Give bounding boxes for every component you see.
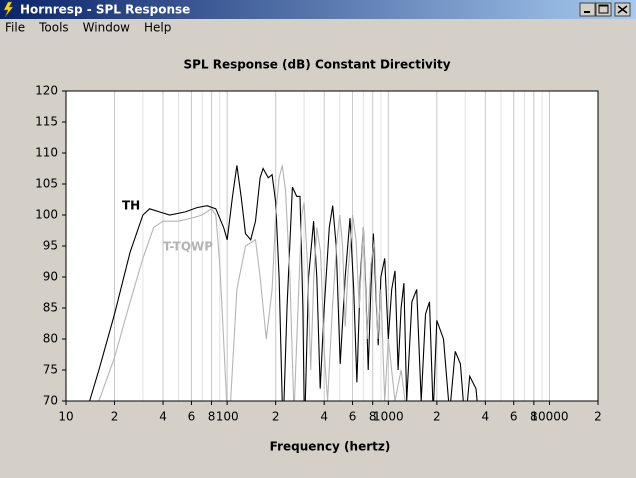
x-tick-label: 4	[320, 410, 328, 424]
x-tick-label: 2	[111, 410, 119, 424]
close-button[interactable]	[614, 2, 631, 17]
y-tick-label: 105	[35, 177, 58, 191]
series-line	[89, 165, 478, 401]
app-icon	[3, 1, 14, 18]
menu-item[interactable]: Help	[144, 21, 171, 35]
y-tick-label: 75	[43, 363, 58, 377]
plot-border	[65, 90, 599, 402]
x-tick-label: 8	[530, 410, 538, 424]
chart-title: SPL Response (dB) Constant Directivity	[183, 58, 450, 72]
plot-area	[65, 90, 599, 402]
x-tick-label: 6	[188, 410, 196, 424]
x-tick-label: 6	[349, 410, 357, 424]
menu-item[interactable]: Window	[83, 21, 131, 35]
menu-bar: File Tools Window Help	[5, 21, 171, 35]
menu-item[interactable]: File	[5, 21, 25, 35]
window-title: Hornresp - SPL Response	[20, 3, 190, 17]
x-tick-label: 2	[433, 410, 441, 424]
x-tick-label: 10	[58, 410, 73, 424]
y-tick-label: 70	[43, 394, 58, 408]
x-tick-label: 4	[482, 410, 490, 424]
lines	[89, 165, 478, 401]
x-tick-label: 1000	[373, 410, 404, 424]
x-tick-label: 2	[594, 410, 602, 424]
legend-label: TH	[122, 199, 140, 213]
x-tick-label: 100	[216, 410, 239, 424]
y-tick-label: 85	[43, 301, 58, 315]
legend-label: T-TQWP	[163, 240, 213, 254]
series-line	[98, 165, 406, 401]
x-tick-label: 8	[369, 410, 377, 424]
y-tick-label: 80	[43, 332, 58, 346]
y-tick-label: 100	[35, 208, 58, 222]
min-button[interactable]	[579, 2, 596, 17]
menu-item[interactable]: Tools	[38, 21, 69, 35]
x-tick-label: 6	[510, 410, 518, 424]
x-axis-label: Frequency (hertz)	[270, 440, 391, 454]
y-tick-label: 120	[35, 84, 58, 98]
x-tick-label: 10000	[530, 410, 568, 424]
y-tick-label: 110	[35, 146, 58, 160]
y-tick-label: 115	[35, 115, 58, 129]
y-tick-label: 95	[43, 239, 58, 253]
max-button[interactable]	[595, 2, 612, 17]
title-bar	[0, 0, 636, 19]
x-tick-label: 8	[208, 410, 216, 424]
x-tick-label: 2	[272, 410, 280, 424]
y-tick-label: 90	[43, 270, 58, 284]
x-tick-label: 4	[159, 410, 167, 424]
